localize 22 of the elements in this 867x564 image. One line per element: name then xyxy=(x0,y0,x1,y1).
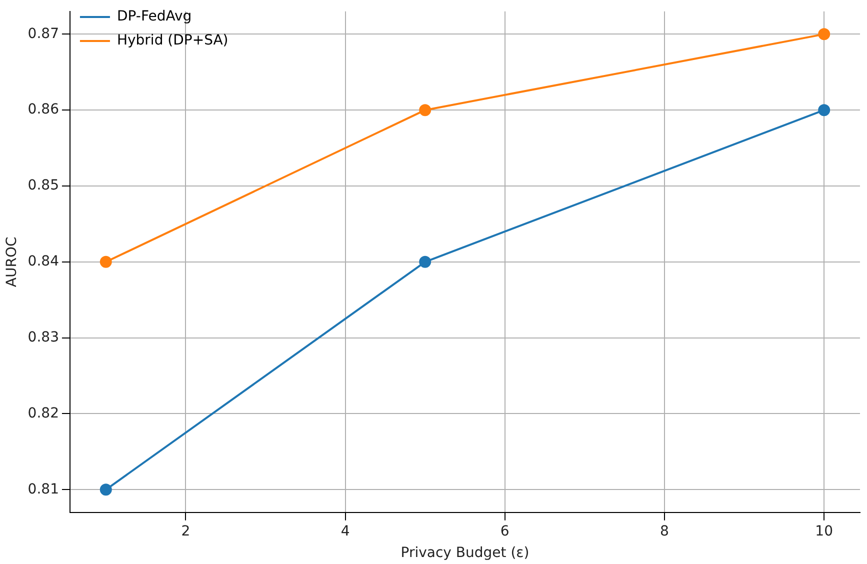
x-tick-label: 10 xyxy=(815,523,834,540)
y-tick-label: 0.83 xyxy=(28,329,59,346)
y-axis-title: AUROC xyxy=(4,236,20,288)
y-tick-label: 0.85 xyxy=(28,178,59,194)
x-tick-label: 2 xyxy=(181,523,190,540)
y-tick-label: 0.81 xyxy=(28,481,59,498)
y-tick-label: 0.86 xyxy=(28,102,60,118)
point xyxy=(100,484,112,496)
x-axis-title: Privacy Budget (ε) xyxy=(400,545,530,562)
y-tick-label: 0.87 xyxy=(28,26,59,42)
legend-label: Hybrid (DP+SA) xyxy=(116,32,228,49)
point xyxy=(419,256,432,268)
x-tick-label: 8 xyxy=(660,523,669,540)
x-tick-label: 6 xyxy=(500,523,510,540)
point xyxy=(818,28,830,40)
y-tick-label: 0.82 xyxy=(28,405,59,422)
legend-label: DP-FedAvg xyxy=(116,8,192,25)
x-tick-label: 4 xyxy=(340,523,350,540)
point xyxy=(100,256,112,268)
point xyxy=(818,104,830,116)
y-tick-label: 0.84 xyxy=(28,254,60,270)
point xyxy=(419,104,432,116)
